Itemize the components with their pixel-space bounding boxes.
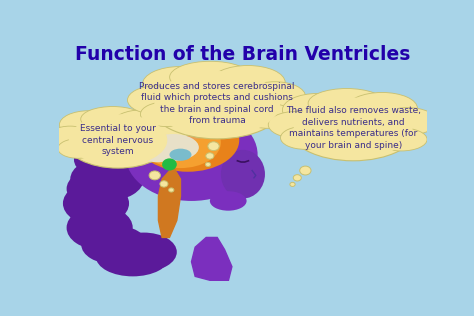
Ellipse shape <box>346 93 418 124</box>
Polygon shape <box>191 237 232 281</box>
Ellipse shape <box>149 68 285 139</box>
Ellipse shape <box>59 111 118 139</box>
Ellipse shape <box>137 140 179 160</box>
Ellipse shape <box>81 106 145 132</box>
Ellipse shape <box>300 166 311 175</box>
Ellipse shape <box>160 181 168 187</box>
Ellipse shape <box>139 123 187 146</box>
Ellipse shape <box>140 147 169 162</box>
Ellipse shape <box>66 206 133 250</box>
Ellipse shape <box>166 91 246 121</box>
Ellipse shape <box>379 107 437 135</box>
Ellipse shape <box>63 181 129 225</box>
Ellipse shape <box>241 104 295 128</box>
Ellipse shape <box>89 155 147 189</box>
Ellipse shape <box>137 108 239 172</box>
Ellipse shape <box>245 82 306 111</box>
Ellipse shape <box>149 171 160 180</box>
Ellipse shape <box>96 237 170 276</box>
Ellipse shape <box>140 117 221 168</box>
Ellipse shape <box>294 98 412 158</box>
Ellipse shape <box>113 110 171 137</box>
Ellipse shape <box>289 95 418 161</box>
Ellipse shape <box>169 188 174 192</box>
Ellipse shape <box>205 162 210 167</box>
Ellipse shape <box>74 140 140 179</box>
Text: The fluid also removes waste,
delivers nutrients, and
maintains temperatures (fo: The fluid also removes waste, delivers n… <box>286 106 420 149</box>
Ellipse shape <box>206 153 214 159</box>
Ellipse shape <box>48 126 92 149</box>
Ellipse shape <box>65 112 171 168</box>
Ellipse shape <box>159 119 224 141</box>
Ellipse shape <box>281 126 329 149</box>
Ellipse shape <box>268 112 322 138</box>
Ellipse shape <box>69 114 167 166</box>
Ellipse shape <box>66 169 125 208</box>
Polygon shape <box>158 167 181 237</box>
Ellipse shape <box>290 182 295 186</box>
Ellipse shape <box>162 158 177 171</box>
Ellipse shape <box>308 88 385 118</box>
Ellipse shape <box>208 142 219 151</box>
Ellipse shape <box>128 86 184 114</box>
Ellipse shape <box>58 139 98 158</box>
Ellipse shape <box>103 131 162 164</box>
Ellipse shape <box>221 150 265 198</box>
Ellipse shape <box>210 65 285 100</box>
Text: Produces and stores cerebrospinal
fluid which protects and cushions
the brain an: Produces and stores cerebrospinal fluid … <box>139 82 295 125</box>
Ellipse shape <box>170 149 191 161</box>
Ellipse shape <box>110 233 177 271</box>
Ellipse shape <box>92 135 151 169</box>
Ellipse shape <box>147 134 199 161</box>
Ellipse shape <box>143 67 217 102</box>
Ellipse shape <box>140 102 192 126</box>
Ellipse shape <box>293 175 301 181</box>
Ellipse shape <box>155 71 280 136</box>
Ellipse shape <box>100 123 151 157</box>
Ellipse shape <box>82 225 147 264</box>
Ellipse shape <box>375 128 427 151</box>
Ellipse shape <box>125 108 258 201</box>
Text: Function of the Brain Ventricles: Function of the Brain Ventricles <box>75 45 410 64</box>
Ellipse shape <box>170 61 251 93</box>
Ellipse shape <box>70 157 144 201</box>
Ellipse shape <box>210 191 246 211</box>
Text: Essential to your
central nervous
system: Essential to your central nervous system <box>80 124 156 156</box>
Ellipse shape <box>283 94 353 126</box>
